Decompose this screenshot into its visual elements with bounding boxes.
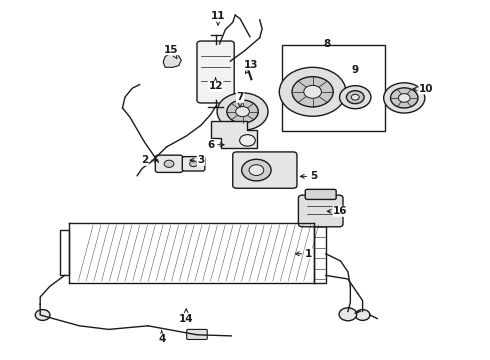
Text: 2: 2 [141, 155, 158, 165]
Circle shape [190, 161, 197, 167]
Text: 13: 13 [244, 60, 258, 73]
Bar [314, 223, 326, 283]
Circle shape [351, 94, 359, 100]
Circle shape [304, 85, 321, 98]
Circle shape [35, 310, 50, 320]
Text: 7: 7 [236, 92, 244, 107]
Text: 15: 15 [164, 45, 179, 58]
Bar [60, 230, 69, 275]
Circle shape [240, 135, 255, 146]
Circle shape [340, 86, 371, 109]
FancyBboxPatch shape [305, 189, 336, 199]
Text: 3: 3 [190, 155, 204, 165]
Circle shape [355, 310, 370, 320]
Text: 6: 6 [207, 140, 224, 150]
Circle shape [217, 93, 268, 130]
Circle shape [339, 308, 357, 321]
Circle shape [398, 94, 410, 102]
Text: 1: 1 [295, 249, 312, 259]
Circle shape [391, 88, 418, 108]
Circle shape [242, 159, 271, 181]
Text: 8: 8 [324, 39, 331, 49]
Circle shape [292, 77, 333, 107]
Text: 4: 4 [158, 331, 166, 344]
FancyBboxPatch shape [298, 195, 343, 227]
Text: 10: 10 [413, 84, 434, 94]
Circle shape [164, 160, 174, 167]
Text: 14: 14 [179, 309, 194, 324]
FancyBboxPatch shape [187, 329, 207, 339]
Circle shape [227, 100, 258, 123]
FancyBboxPatch shape [155, 155, 183, 172]
FancyBboxPatch shape [182, 157, 205, 171]
Circle shape [346, 91, 364, 104]
Polygon shape [211, 121, 257, 148]
Text: 5: 5 [300, 171, 317, 181]
Circle shape [279, 67, 346, 116]
Text: 12: 12 [208, 78, 223, 91]
Polygon shape [163, 53, 181, 67]
Text: 11: 11 [211, 11, 225, 25]
FancyBboxPatch shape [233, 152, 297, 188]
Text: 9: 9 [352, 65, 359, 75]
Bar [282, 45, 385, 131]
Circle shape [236, 107, 249, 117]
Text: 16: 16 [327, 206, 348, 216]
FancyBboxPatch shape [197, 41, 234, 103]
Circle shape [249, 165, 264, 176]
Circle shape [384, 83, 425, 113]
